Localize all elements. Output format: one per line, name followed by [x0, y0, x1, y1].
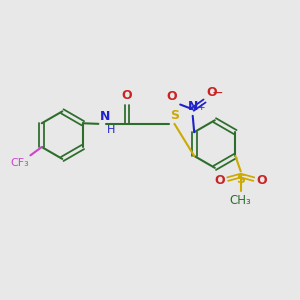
- Text: O: O: [122, 88, 132, 102]
- Text: S: S: [236, 173, 245, 186]
- Text: +: +: [197, 103, 204, 112]
- Text: CF₃: CF₃: [11, 158, 29, 168]
- Text: O: O: [214, 174, 225, 187]
- Text: S: S: [170, 109, 179, 122]
- Text: O: O: [167, 90, 177, 103]
- Text: N: N: [188, 100, 198, 113]
- Text: N: N: [100, 110, 110, 123]
- Text: O: O: [206, 85, 217, 99]
- Text: O: O: [257, 174, 267, 187]
- Text: CH₃: CH₃: [230, 194, 252, 207]
- Text: −: −: [211, 86, 223, 100]
- Text: H: H: [107, 125, 115, 135]
